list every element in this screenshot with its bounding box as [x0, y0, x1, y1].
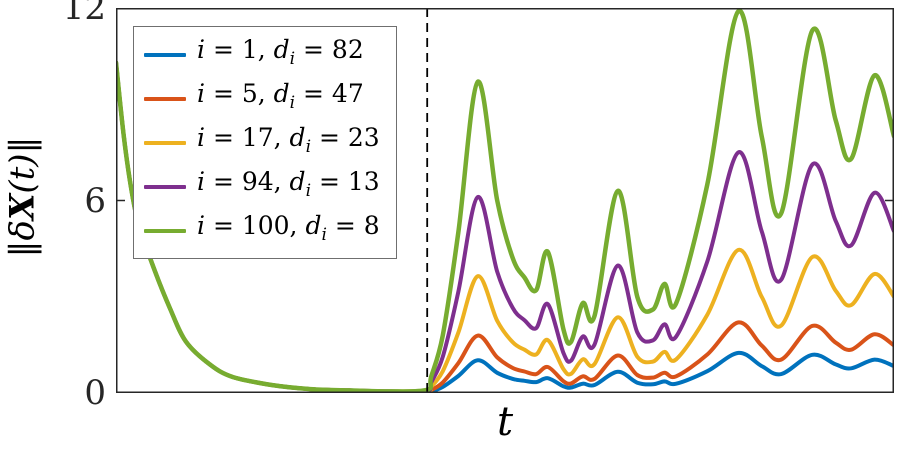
legend-line-sample	[144, 96, 186, 101]
delta-symbol: δ	[3, 219, 44, 241]
y-axis-label-text: ‖δX(t)‖	[3, 136, 43, 257]
norm-open: ‖	[3, 240, 44, 258]
y-tick-label: 12	[62, 0, 106, 28]
legend-item: i = 17, di = 23	[144, 122, 380, 163]
legend-item-label: i = 94, di = 13	[197, 167, 380, 201]
series-group	[116, 8, 894, 393]
legend-item: i = 1, di = 82	[144, 34, 380, 75]
legend-item: i = 94, di = 13	[144, 166, 380, 207]
y-tick-labels: 0 6 12	[52, 0, 106, 411]
legend-item-label: i = 5, di = 47	[197, 79, 364, 113]
legend-item: i = 100, di = 8	[144, 210, 380, 251]
series-line-4	[116, 8, 894, 393]
y-tick-label: 6	[84, 180, 106, 221]
chart-svg	[116, 8, 894, 393]
axes-box	[116, 8, 894, 393]
x-axis-label: t	[496, 399, 514, 445]
state-variable: X	[3, 193, 44, 220]
legend-line-sample	[144, 228, 186, 233]
legend-line-sample	[144, 184, 186, 189]
legend-line-sample	[144, 52, 186, 57]
plot-area: i = 1, di = 82 i = 5, di = 47 i = 17, di =…	[116, 8, 894, 393]
legend: i = 1, di = 82 i = 5, di = 47 i = 17, di =…	[133, 26, 397, 259]
legend-item-label: i = 1, di = 82	[197, 35, 364, 69]
legend-item-label: i = 100, di = 8	[197, 211, 380, 245]
y-axis-label: ‖δX(t)‖	[0, 0, 46, 393]
legend-item: i = 5, di = 47	[144, 78, 380, 119]
time-argument: (t)	[3, 152, 44, 194]
legend-item-label: i = 17, di = 23	[197, 123, 380, 157]
y-tick-label: 0	[84, 373, 106, 413]
norm-close: ‖	[3, 135, 44, 153]
legend-line-sample	[144, 140, 186, 145]
